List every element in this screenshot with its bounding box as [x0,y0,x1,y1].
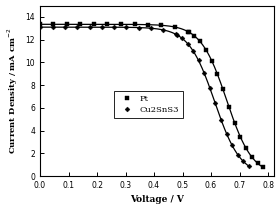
Pt [65,23,69,26]
Pt [233,121,236,124]
Pt [250,156,254,158]
Pt [133,23,136,26]
Cu2SnS3 [162,29,165,31]
Cu2SnS3 [100,26,103,28]
Cu2SnS3 [113,26,116,29]
Cu2SnS3 [236,153,239,156]
Pt [227,106,231,108]
Pt [193,35,196,37]
Cu2SnS3 [186,42,189,45]
Pt [262,166,265,169]
Cu2SnS3 [75,26,79,28]
Line: Pt: Pt [38,22,265,169]
Cu2SnS3 [192,50,195,52]
Cu2SnS3 [175,33,178,36]
Cu2SnS3 [174,33,178,36]
Cu2SnS3 [230,144,234,146]
Pt [198,40,202,43]
Pt [52,23,55,26]
Cu2SnS3 [63,26,66,28]
Cu2SnS3 [125,26,128,29]
Pt [239,135,242,138]
Cu2SnS3 [225,133,228,135]
Pt [186,30,190,33]
Pt [106,23,109,26]
Pt [210,59,213,62]
Pt [38,23,42,26]
Cu2SnS3 [137,26,141,29]
Legend: Pt, Cu2SnS3: Pt, Cu2SnS3 [114,91,183,118]
Pt [160,24,163,26]
Pt [92,23,95,26]
Cu2SnS3 [150,27,153,30]
Cu2SnS3 [38,26,42,28]
Pt [187,31,190,33]
Cu2SnS3 [88,26,91,28]
Cu2SnS3 [241,160,245,162]
Cu2SnS3 [202,72,206,75]
Cu2SnS3 [214,102,217,105]
Cu2SnS3 [181,37,184,40]
Pt [244,147,248,149]
Cu2SnS3 [247,165,250,167]
Pt [79,23,82,26]
Pt [173,26,176,28]
Cu2SnS3 [219,118,223,121]
Cu2SnS3 [197,59,200,62]
Cu2SnS3 [51,26,54,28]
Pt [146,23,150,26]
Cu2SnS3 [208,87,212,90]
Pt [221,88,225,90]
Pt [216,72,219,75]
X-axis label: Voltage / V: Voltage / V [130,196,184,205]
Pt [204,49,208,51]
Y-axis label: Current Density / mA cm$^{-2}$: Current Density / mA cm$^{-2}$ [6,28,20,154]
Pt [256,162,259,164]
Pt [119,23,123,26]
Line: Cu2SnS3: Cu2SnS3 [38,25,251,168]
